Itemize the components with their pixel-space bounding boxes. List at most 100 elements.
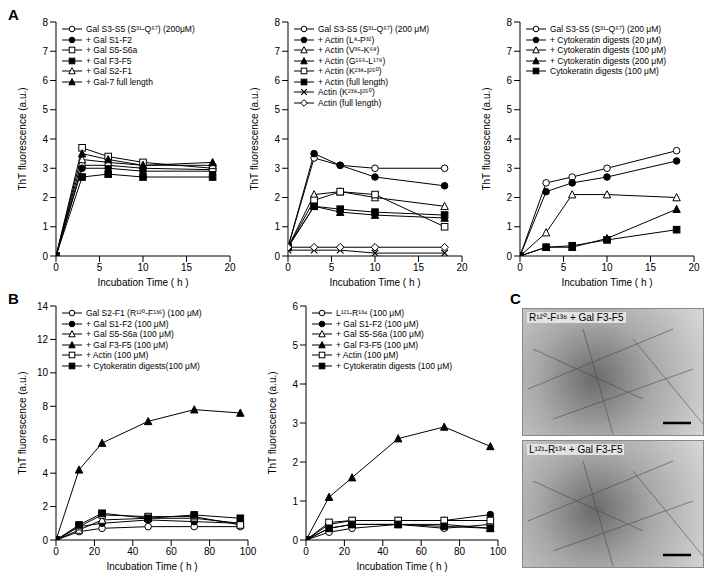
svg-text:20: 20 bbox=[456, 262, 468, 273]
svg-text:5: 5 bbox=[561, 262, 567, 273]
svg-text:0: 0 bbox=[53, 262, 59, 273]
html-text:B: B bbox=[8, 290, 19, 307]
svg-text:4: 4 bbox=[506, 134, 512, 145]
html-text:+ Cytokeratin digests (200 μM): + Cytokeratin digests (200 μM) bbox=[550, 55, 667, 66]
html-text:+ Gal F3-F5 (100 μM): + Gal F3-F5 (100 μM) bbox=[86, 339, 169, 350]
html-text:Actin (full length): Actin (full length) bbox=[318, 97, 382, 108]
svg-text:ThT fluorescence (a.u.): ThT fluorescence (a.u.) bbox=[481, 87, 492, 190]
svg-text:2: 2 bbox=[42, 192, 48, 203]
svg-text:10: 10 bbox=[369, 262, 381, 273]
svg-text:20: 20 bbox=[688, 262, 700, 273]
html-text:+ Gal S1-F2 (100 μM): + Gal S1-F2 (100 μM) bbox=[86, 318, 169, 329]
svg-text:Incubation Time ( h ): Incubation Time ( h ) bbox=[356, 561, 447, 572]
html-text:A: A bbox=[8, 6, 19, 23]
html-text:+ Gal S1-F2: + Gal S1-F2 bbox=[86, 34, 133, 45]
svg-text:3: 3 bbox=[292, 418, 298, 429]
html-text:+ Gal F3-F5: + Gal F3-F5 bbox=[86, 55, 132, 66]
svg-text:80: 80 bbox=[204, 546, 216, 557]
html-text:R¹²⁰-F¹³⁶ + Gal F3-F5: R¹²⁰-F¹³⁶ + Gal F3-F5 bbox=[529, 312, 624, 323]
html-text:+ Cytokeratin digests (100 μM): + Cytokeratin digests (100 μM) bbox=[336, 360, 453, 371]
svg-text:7: 7 bbox=[42, 46, 48, 57]
svg-text:14: 14 bbox=[37, 301, 49, 312]
svg-text:5: 5 bbox=[274, 104, 280, 115]
svg-text:0: 0 bbox=[285, 262, 291, 273]
svg-text:0: 0 bbox=[42, 251, 48, 262]
svg-text:10: 10 bbox=[137, 262, 149, 273]
svg-text:4: 4 bbox=[274, 134, 280, 145]
svg-text:0: 0 bbox=[274, 251, 280, 262]
html-text:+ Gal-7 full length: + Gal-7 full length bbox=[86, 76, 153, 87]
svg-text:Incubation Time ( h ): Incubation Time ( h ) bbox=[106, 561, 197, 572]
svg-text:5: 5 bbox=[97, 262, 103, 273]
svg-text:6: 6 bbox=[42, 434, 48, 445]
svg-text:0: 0 bbox=[517, 262, 523, 273]
svg-text:8: 8 bbox=[506, 17, 512, 28]
svg-text:0: 0 bbox=[303, 546, 309, 557]
svg-text:12: 12 bbox=[37, 334, 49, 345]
svg-text:1: 1 bbox=[274, 221, 280, 232]
svg-text:5: 5 bbox=[329, 262, 335, 273]
svg-text:ThT fluorescence (a.u.): ThT fluorescence (a.u.) bbox=[267, 371, 278, 474]
svg-text:8: 8 bbox=[42, 17, 48, 28]
html-text:+ Actin (full length): + Actin (full length) bbox=[318, 76, 389, 87]
svg-text:5: 5 bbox=[292, 340, 298, 351]
html-text:+ Cytokeratin digests (20 μM): + Cytokeratin digests (20 μM) bbox=[550, 34, 662, 45]
html-text:+ Cytokeratin digests(100 μM): + Cytokeratin digests(100 μM) bbox=[86, 360, 200, 371]
html-text:C: C bbox=[510, 290, 521, 307]
svg-text:20: 20 bbox=[89, 546, 101, 557]
svg-text:7: 7 bbox=[506, 46, 512, 57]
svg-text:Incubation Time ( h ): Incubation Time ( h ) bbox=[329, 277, 420, 288]
svg-text:15: 15 bbox=[645, 262, 657, 273]
svg-text:10: 10 bbox=[601, 262, 613, 273]
svg-text:10: 10 bbox=[37, 367, 49, 378]
svg-text:5: 5 bbox=[42, 104, 48, 115]
svg-text:1: 1 bbox=[506, 221, 512, 232]
svg-text:6: 6 bbox=[42, 75, 48, 86]
html-text:+ Actin (L⁸-P³²): + Actin (L⁸-P³²) bbox=[318, 34, 375, 45]
svg-text:7: 7 bbox=[274, 46, 280, 57]
svg-text:60: 60 bbox=[416, 546, 428, 557]
svg-text:3: 3 bbox=[506, 163, 512, 174]
svg-text:5: 5 bbox=[506, 104, 512, 115]
svg-text:15: 15 bbox=[413, 262, 425, 273]
svg-text:Incubation Time ( h ): Incubation Time ( h ) bbox=[97, 277, 188, 288]
html-text:Gal S3-S5 (S³¹-Q⁶⁷) (200μM): Gal S3-S5 (S³¹-Q⁶⁷) (200μM) bbox=[86, 24, 195, 34]
svg-text:20: 20 bbox=[339, 546, 351, 557]
svg-text:0: 0 bbox=[292, 535, 298, 546]
svg-text:1: 1 bbox=[42, 221, 48, 232]
svg-text:3: 3 bbox=[42, 163, 48, 174]
svg-text:Incubation Time ( h ): Incubation Time ( h ) bbox=[561, 277, 652, 288]
svg-text:100: 100 bbox=[240, 546, 257, 557]
svg-text:80: 80 bbox=[454, 546, 466, 557]
svg-text:15: 15 bbox=[181, 262, 193, 273]
svg-text:ThT fluorescence (a.u.): ThT fluorescence (a.u.) bbox=[17, 371, 28, 474]
html-text:+ Gal F3-F5 (100 μM): + Gal F3-F5 (100 μM) bbox=[336, 339, 419, 350]
svg-text:ThT fluorescence (a.u.): ThT fluorescence (a.u.) bbox=[249, 87, 260, 190]
svg-text:6: 6 bbox=[506, 75, 512, 86]
svg-text:8: 8 bbox=[274, 17, 280, 28]
svg-text:6: 6 bbox=[292, 301, 298, 312]
svg-text:40: 40 bbox=[377, 546, 389, 557]
svg-text:3: 3 bbox=[274, 163, 280, 174]
svg-text:4: 4 bbox=[42, 468, 48, 479]
svg-text:100: 100 bbox=[490, 546, 507, 557]
svg-text:2: 2 bbox=[292, 457, 298, 468]
svg-text:2: 2 bbox=[506, 192, 512, 203]
svg-text:4: 4 bbox=[42, 134, 48, 145]
svg-text:20: 20 bbox=[224, 262, 236, 273]
svg-text:1: 1 bbox=[292, 496, 298, 507]
svg-text:60: 60 bbox=[166, 546, 178, 557]
html-text:L¹²¹-R¹³⁴ + Gal F3-F5: L¹²¹-R¹³⁴ + Gal F3-F5 bbox=[529, 444, 623, 455]
svg-text:4: 4 bbox=[292, 379, 298, 390]
svg-text:6: 6 bbox=[274, 75, 280, 86]
html-text:+ Actin (G¹⁵⁶-L¹⁷⁸): + Actin (G¹⁵⁶-L¹⁷⁸) bbox=[318, 55, 386, 66]
svg-text:ThT fluorescence (a.u.): ThT fluorescence (a.u.) bbox=[17, 87, 28, 190]
svg-text:2: 2 bbox=[274, 192, 280, 203]
html-text:+ Gal S1-F2 (100 μM): + Gal S1-F2 (100 μM) bbox=[336, 318, 419, 329]
svg-text:0: 0 bbox=[506, 251, 512, 262]
svg-text:40: 40 bbox=[127, 546, 139, 557]
svg-text:8: 8 bbox=[42, 401, 48, 412]
svg-text:2: 2 bbox=[42, 501, 48, 512]
svg-text:0: 0 bbox=[42, 535, 48, 546]
svg-text:0: 0 bbox=[53, 546, 59, 557]
